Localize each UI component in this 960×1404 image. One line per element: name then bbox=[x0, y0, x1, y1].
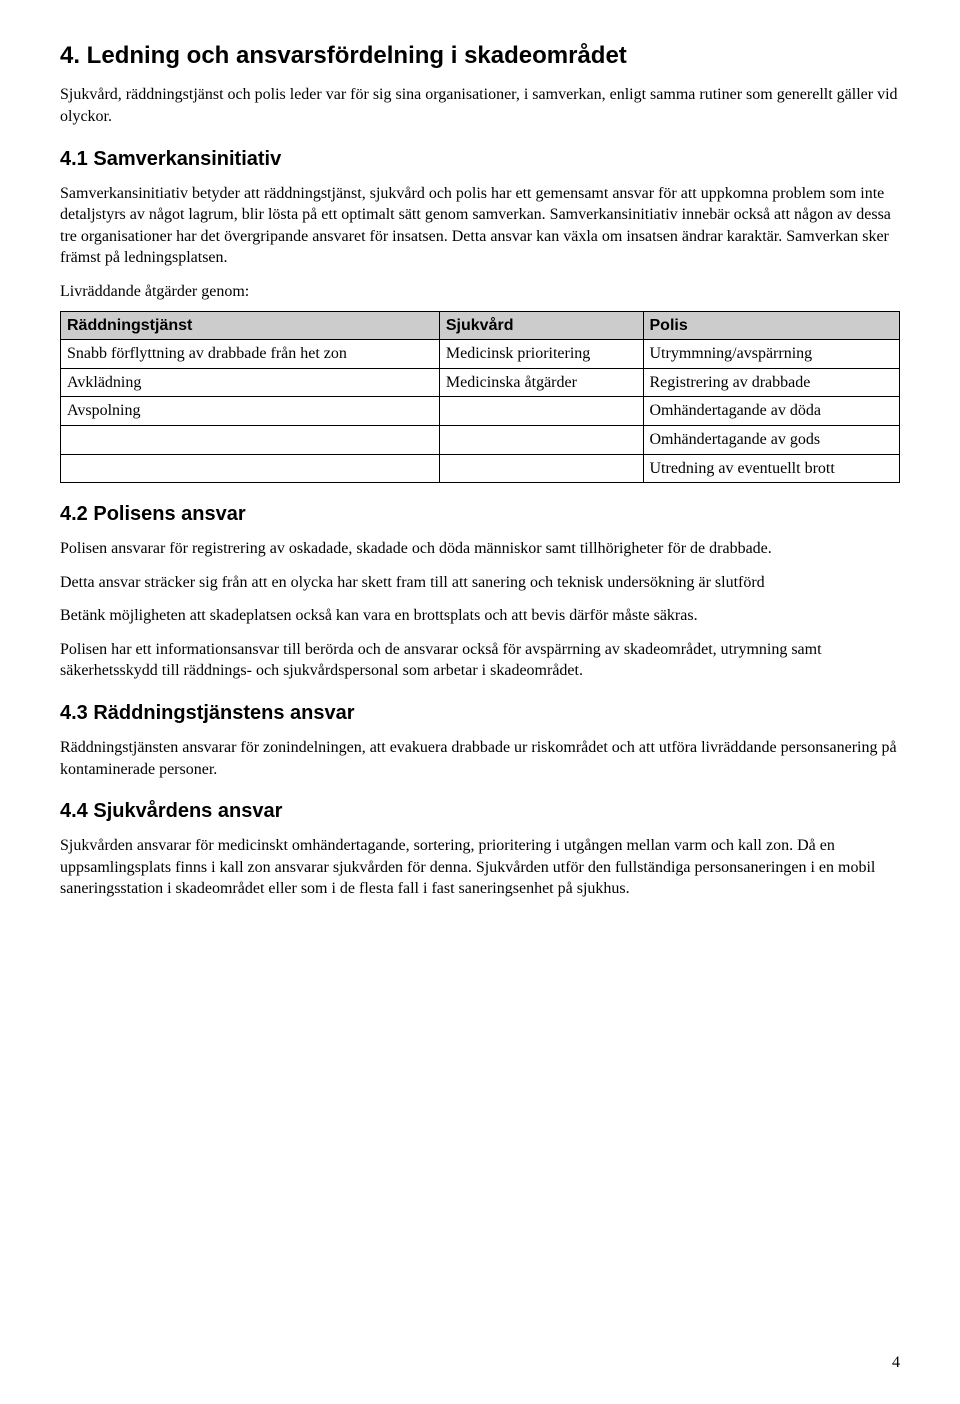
table-lead-text: Livräddande åtgärder genom: bbox=[60, 281, 900, 303]
subsection-heading-42: 4.2 Polisens ansvar bbox=[60, 501, 900, 528]
subsection-heading-44: 4.4 Sjukvårdens ansvar bbox=[60, 798, 900, 825]
table-cell: Omhändertagande av döda bbox=[643, 397, 900, 426]
intro-paragraph: Sjukvård, räddningstjänst och polis lede… bbox=[60, 84, 900, 127]
table-cell: Omhändertagande av gods bbox=[643, 425, 900, 454]
table-row: Utredning av eventuellt brott bbox=[61, 454, 900, 483]
table-row: Snabb förflyttning av drabbade från het … bbox=[61, 340, 900, 369]
table-header-raddningstjanst: Räddningstjänst bbox=[61, 311, 440, 340]
table-cell bbox=[439, 397, 643, 426]
table-cell: Medicinska åtgärder bbox=[439, 368, 643, 397]
table-cell bbox=[439, 425, 643, 454]
paragraph-42-3: Betänk möjligheten att skadeplatsen ocks… bbox=[60, 605, 900, 627]
table-cell bbox=[61, 425, 440, 454]
paragraph-44: Sjukvården ansvarar för medicinskt omhän… bbox=[60, 835, 900, 900]
table-cell bbox=[61, 454, 440, 483]
paragraph-43: Räddningstjänsten ansvarar för zonindeln… bbox=[60, 737, 900, 780]
section-heading: 4. Ledning och ansvarsfördelning i skade… bbox=[60, 40, 900, 72]
paragraph-42-4: Polisen har ett informationsansvar till … bbox=[60, 639, 900, 682]
table-row: Omhändertagande av gods bbox=[61, 425, 900, 454]
paragraph-41: Samverkansinitiativ betyder att räddning… bbox=[60, 183, 900, 269]
subsection-heading-41: 4.1 Samverkansinitiativ bbox=[60, 146, 900, 173]
paragraph-42-2: Detta ansvar sträcker sig från att en ol… bbox=[60, 572, 900, 594]
table-header-polis: Polis bbox=[643, 311, 900, 340]
table-cell: Medicinsk prioritering bbox=[439, 340, 643, 369]
table-cell: Utrymmning/avspärrning bbox=[643, 340, 900, 369]
table-header-row: Räddningstjänst Sjukvård Polis bbox=[61, 311, 900, 340]
responsibility-table: Räddningstjänst Sjukvård Polis Snabb för… bbox=[60, 311, 900, 484]
table-cell: Snabb förflyttning av drabbade från het … bbox=[61, 340, 440, 369]
page-number: 4 bbox=[892, 1352, 900, 1374]
table-cell: Avklädning bbox=[61, 368, 440, 397]
table-row: Avspolning Omhändertagande av döda bbox=[61, 397, 900, 426]
table-header-sjukvard: Sjukvård bbox=[439, 311, 643, 340]
table-row: Avklädning Medicinska åtgärder Registrer… bbox=[61, 368, 900, 397]
paragraph-42-1: Polisen ansvarar för registrering av osk… bbox=[60, 538, 900, 560]
subsection-heading-43: 4.3 Räddningstjänstens ansvar bbox=[60, 700, 900, 727]
table-cell: Avspolning bbox=[61, 397, 440, 426]
table-cell: Registrering av drabbade bbox=[643, 368, 900, 397]
table-cell: Utredning av eventuellt brott bbox=[643, 454, 900, 483]
table-cell bbox=[439, 454, 643, 483]
